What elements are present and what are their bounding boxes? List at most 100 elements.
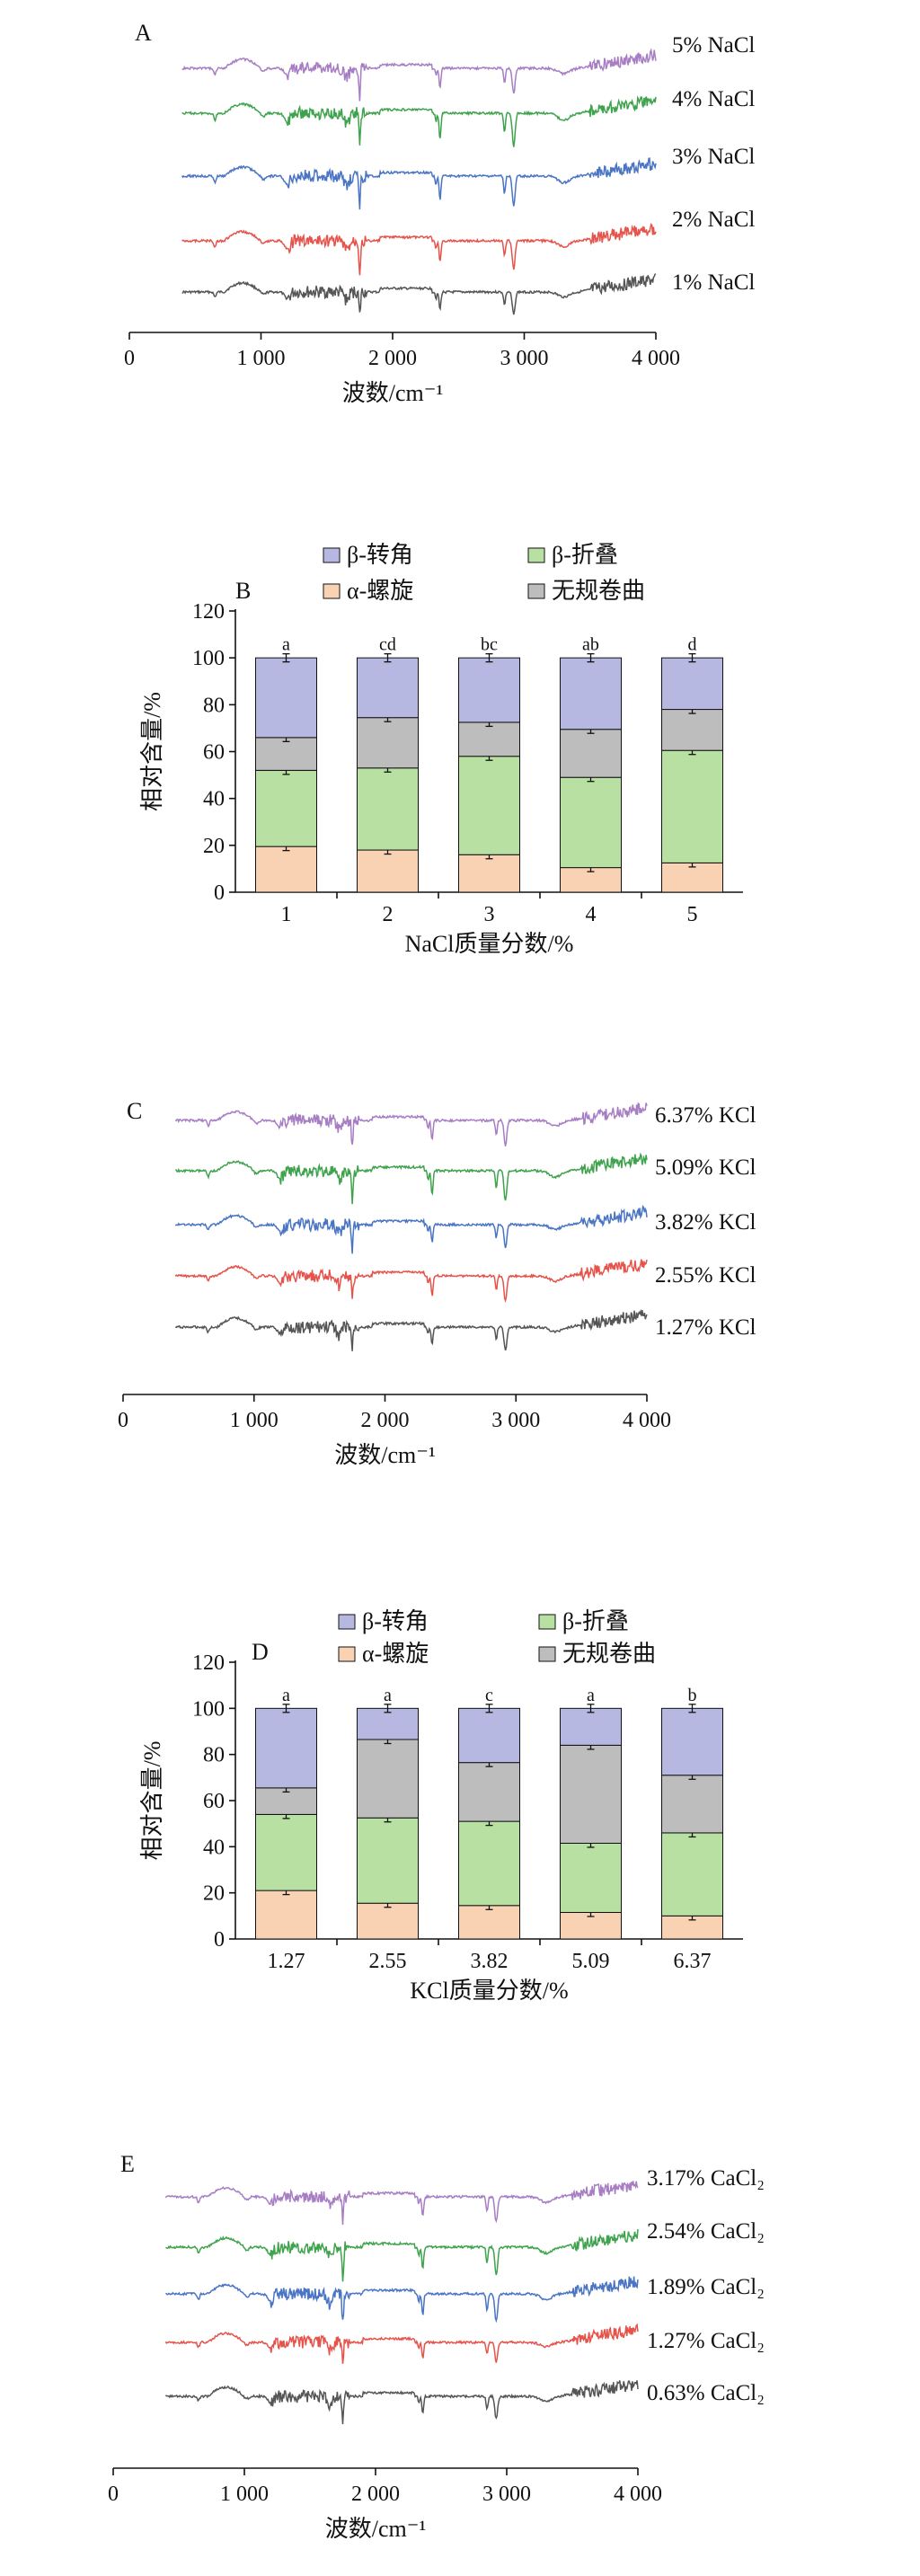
spectrum-line [174, 1308, 648, 1351]
legend-label: β-折叠 [552, 542, 618, 568]
x-axis-title: 波数/cm⁻¹ [325, 2516, 427, 2542]
secondary-structure-nacl-chart: β-转角 β-折叠 α-螺旋 无规卷曲 B 0 20 40 60 80 100 120 相对含量/% a d… [139, 542, 743, 957]
x-tick-label: 5.09 [572, 1950, 610, 1973]
spectrum-line [174, 1102, 648, 1146]
y-tick-label: 60 [203, 741, 225, 765]
y-tick-label: 120 [192, 1651, 225, 1675]
spectrum-line [181, 157, 657, 210]
y-tick-label: 100 [192, 647, 225, 670]
legend-swatch [323, 547, 341, 563]
bar-segment [458, 1707, 520, 1764]
significance-letter: a [282, 635, 290, 655]
panel-e: E 0.63% CaCl₂ 1.27% CaCl₂ 1.89% CaCl₂ 2.54% … [0, 2134, 920, 2572]
series-label: 1.27% CaCl₂ [647, 2329, 765, 2353]
ftir-spectra-kcl: C 1.27% KCl 2.55% KCl 3.82% KCl 5.09% KCl 6.3… [118, 1098, 756, 1468]
significance-letter: a [384, 1686, 392, 1705]
bar-segment [357, 1707, 419, 1740]
x-axis-title: NaCl质量分数/% [405, 931, 574, 957]
y-tick-label: 120 [192, 600, 225, 624]
x-tick-label: 3 000 [482, 2483, 531, 2506]
y-axis-title: 相对含量/% [139, 692, 165, 811]
bar-segment [357, 767, 419, 851]
x-tick-label: 0 [124, 347, 135, 370]
x-tick-label: 3 000 [491, 1409, 540, 1432]
panel-a: A 1% NaCl 2% NaCl 3% NaCl 4% NaCl 5% NaCl 0 1 0… [0, 0, 920, 422]
x-tick-label: 1 000 [220, 2483, 269, 2506]
spectrum-line [181, 95, 657, 147]
legend-label: 无规卷曲 [562, 1641, 656, 1667]
x-axis-title: KCl质量分数/% [410, 1978, 568, 2004]
bar-segment [560, 729, 622, 778]
bar-segment [661, 1707, 723, 1776]
series-label: 4% NaCl [672, 87, 755, 111]
bar-segment [357, 657, 419, 719]
series-label: 6.37% KCl [655, 1103, 756, 1128]
panel-label: B [235, 578, 251, 604]
x-tick-label: 2.55 [369, 1950, 407, 1973]
series-label: 5% NaCl [672, 33, 755, 58]
panel-d: β-转角 β-折叠 α-螺旋 无规卷曲 D 0 20 40 60 80 100 120 相对含量/% a b… [0, 1599, 920, 2049]
series-label: 5.09% KCl [655, 1155, 756, 1180]
y-tick-label: 40 [203, 1836, 225, 1859]
series-label: 1.89% CaCl₂ [647, 2275, 765, 2299]
legend-label: α-螺旋 [362, 1641, 429, 1667]
significance-letter: ab [582, 635, 599, 655]
bar-segment [661, 862, 723, 893]
x-tick-label: 4 [586, 903, 597, 926]
x-tick-label: 0 [118, 1409, 128, 1432]
ftir-spectra-nacl: A 1% NaCl 2% NaCl 3% NaCl 4% NaCl 5% NaCl 0 1 0… [124, 20, 755, 406]
y-tick-label: 80 [203, 694, 225, 717]
bar-segment [458, 721, 520, 757]
spectrum-line [164, 2323, 639, 2364]
significance-letter: bc [481, 635, 498, 655]
legend-swatch [323, 583, 341, 599]
spectrum-line [165, 2228, 639, 2282]
series-label: 2% NaCl [672, 208, 755, 232]
bar-segment [357, 717, 419, 769]
bar-segment [458, 1820, 520, 1907]
x-axis-title: 波数/cm⁻¹ [334, 1442, 436, 1468]
bar-segment [661, 1775, 723, 1834]
bar-segment [458, 854, 520, 893]
y-tick-label: 100 [192, 1697, 225, 1721]
significance-letter: a [282, 1686, 290, 1705]
legend-swatch [538, 1646, 556, 1662]
spectrum-line [175, 1152, 648, 1205]
y-tick-label: 0 [214, 1928, 225, 1952]
bar-segment [255, 737, 317, 771]
bar-segment [255, 845, 317, 893]
x-tick-label: 2 000 [351, 2483, 400, 2506]
y-tick-label: 20 [203, 1882, 225, 1906]
bar-segment [357, 1739, 419, 1819]
panel-c: C 1.27% KCl 2.55% KCl 3.82% KCl 5.09% KCl 6.3… [0, 1083, 920, 1496]
y-axis-title: 相对含量/% [139, 1741, 165, 1861]
legend-swatch [338, 1614, 356, 1630]
x-tick-label: 1 000 [237, 347, 286, 370]
legend-label: 无规卷曲 [552, 578, 645, 604]
significance-letter: c [485, 1686, 493, 1705]
x-tick-label: 5 [687, 903, 698, 926]
spectrum-line [174, 1259, 648, 1304]
y-tick-label: 0 [214, 881, 225, 905]
panel-label: A [135, 20, 152, 46]
x-tick-label: 1 000 [230, 1409, 279, 1432]
series-label: 3% NaCl [672, 145, 755, 169]
x-tick-label: 1 [281, 903, 292, 926]
bar-segment [357, 1902, 419, 1940]
x-tick-label: 4 000 [623, 1409, 671, 1432]
spectrum-line [181, 273, 657, 315]
ftir-spectra-cacl2: E 0.63% CaCl₂ 1.27% CaCl₂ 1.89% CaCl₂ 2.54% … [108, 2151, 765, 2542]
x-tick-label: 4 000 [614, 2483, 662, 2506]
bar-segment [560, 1707, 622, 1746]
bar-segment [357, 849, 419, 893]
bar-segment [661, 657, 723, 711]
legend-label: α-螺旋 [347, 578, 413, 604]
legend-label: β-转角 [347, 542, 413, 568]
x-tick-label: 6.37 [674, 1950, 712, 1973]
x-tick-label: 4 000 [632, 347, 680, 370]
bar-segment [255, 769, 317, 847]
x-axis-title: 波数/cm⁻¹ [342, 380, 444, 406]
legend-swatch [527, 547, 545, 563]
bar-segment [661, 1832, 723, 1917]
bar-segment [560, 776, 622, 869]
